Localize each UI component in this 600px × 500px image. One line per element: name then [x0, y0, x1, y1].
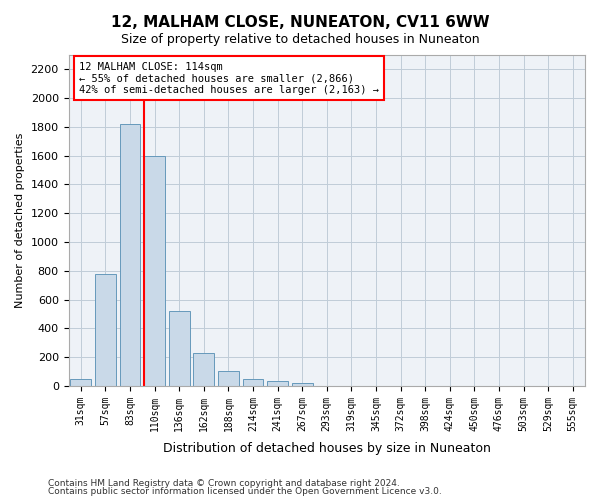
Bar — [169, 311, 190, 386]
Bar — [242, 378, 263, 386]
Text: Contains public sector information licensed under the Open Government Licence v3: Contains public sector information licen… — [48, 487, 442, 496]
Text: 12, MALHAM CLOSE, NUNEATON, CV11 6WW: 12, MALHAM CLOSE, NUNEATON, CV11 6WW — [110, 15, 490, 30]
Bar — [218, 371, 239, 386]
Bar — [292, 384, 313, 386]
Bar — [267, 381, 288, 386]
Text: Contains HM Land Registry data © Crown copyright and database right 2024.: Contains HM Land Registry data © Crown c… — [48, 478, 400, 488]
Bar — [119, 124, 140, 386]
Text: 12 MALHAM CLOSE: 114sqm
← 55% of detached houses are smaller (2,866)
42% of semi: 12 MALHAM CLOSE: 114sqm ← 55% of detache… — [79, 62, 379, 95]
Y-axis label: Number of detached properties: Number of detached properties — [15, 133, 25, 308]
Bar — [95, 274, 116, 386]
Bar — [144, 156, 165, 386]
Bar — [70, 380, 91, 386]
Bar — [193, 353, 214, 386]
X-axis label: Distribution of detached houses by size in Nuneaton: Distribution of detached houses by size … — [163, 442, 491, 455]
Text: Size of property relative to detached houses in Nuneaton: Size of property relative to detached ho… — [121, 32, 479, 46]
